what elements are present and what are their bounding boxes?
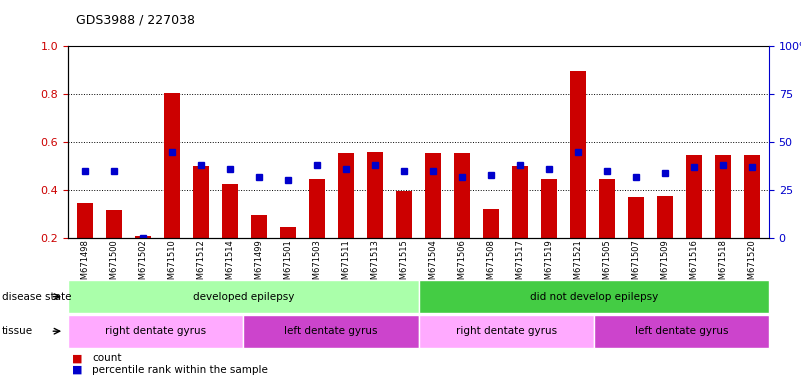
Bar [193, 166, 209, 286]
Bar [541, 179, 557, 286]
Bar [425, 153, 441, 286]
Bar [570, 71, 586, 286]
Text: ■: ■ [72, 353, 83, 363]
Bar [78, 203, 94, 286]
Bar [483, 209, 499, 286]
Text: left dentate gyrus: left dentate gyrus [284, 326, 377, 336]
Bar [686, 155, 702, 286]
Bar [396, 191, 412, 286]
Text: developed epilepsy: developed epilepsy [192, 291, 294, 302]
Text: left dentate gyrus: left dentate gyrus [634, 326, 728, 336]
Text: did not develop epilepsy: did not develop epilepsy [529, 291, 658, 302]
Bar [107, 210, 123, 286]
Bar [714, 155, 731, 286]
Bar [135, 236, 151, 286]
Text: right dentate gyrus: right dentate gyrus [105, 326, 206, 336]
Bar [367, 152, 383, 286]
Text: ■: ■ [72, 365, 83, 375]
Text: count: count [92, 353, 122, 363]
Text: disease state: disease state [2, 291, 71, 302]
Bar [599, 179, 614, 286]
Text: percentile rank within the sample: percentile rank within the sample [92, 365, 268, 375]
Bar [512, 166, 528, 286]
Text: GDS3988 / 227038: GDS3988 / 227038 [76, 14, 195, 27]
Bar [628, 197, 644, 286]
Bar [252, 215, 268, 286]
Bar [454, 153, 470, 286]
Text: tissue: tissue [2, 326, 33, 336]
Bar [657, 196, 673, 286]
Bar [280, 227, 296, 286]
Bar [743, 155, 759, 286]
Bar [223, 184, 238, 286]
Bar [338, 153, 354, 286]
Bar [309, 179, 325, 286]
Text: right dentate gyrus: right dentate gyrus [456, 326, 557, 336]
Bar [164, 93, 180, 286]
